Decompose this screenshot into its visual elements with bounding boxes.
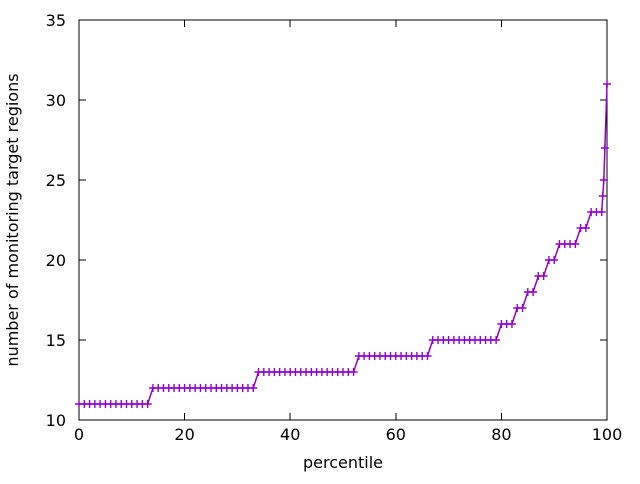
y-tick-label: 20 xyxy=(46,251,66,270)
x-tick-label: 40 xyxy=(280,425,300,444)
data-series xyxy=(75,80,611,408)
y-tick-label: 25 xyxy=(46,171,66,190)
x-tick-label: 100 xyxy=(592,425,623,444)
x-tick-labels: 0 20 40 60 80 100 xyxy=(74,425,622,444)
x-tick-label: 0 xyxy=(74,425,84,444)
y-tick-labels: 10 15 20 25 30 35 xyxy=(46,11,66,430)
x-tick-label: 20 xyxy=(174,425,194,444)
x-axis-label: percentile xyxy=(303,453,383,472)
x-tick-label: 80 xyxy=(491,425,511,444)
plot-border-rect xyxy=(78,19,608,421)
data-point-markers xyxy=(75,80,611,408)
x-tick-label: 60 xyxy=(386,425,406,444)
y-tick-label: 15 xyxy=(46,331,66,350)
y-tick-label: 35 xyxy=(46,11,66,30)
y-tick-label: 10 xyxy=(46,411,66,430)
y-axis-label: number of monitoring target regions xyxy=(3,73,22,366)
y-tick-label: 30 xyxy=(46,91,66,110)
data-line xyxy=(79,83,608,405)
plot-border xyxy=(78,19,608,421)
axis-ticks xyxy=(78,19,608,421)
